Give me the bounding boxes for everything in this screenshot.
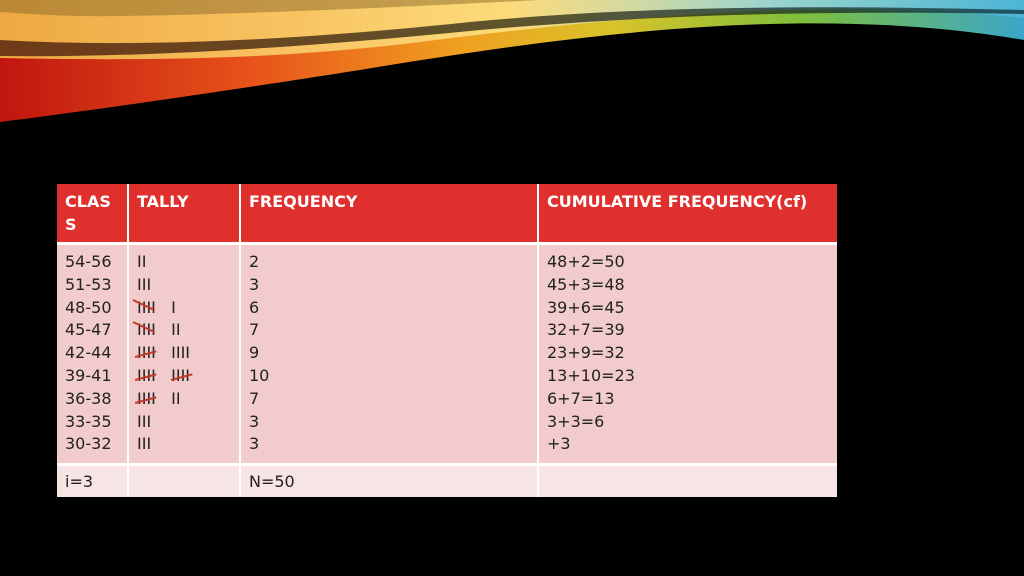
decorative-banner xyxy=(0,0,1024,122)
frequency-cell: 3 xyxy=(249,411,260,431)
summary-cf-cell xyxy=(538,463,837,497)
data-row: 54-56 51-53 48-50 45-47 42-44 39-41 36-3… xyxy=(57,243,837,465)
tally-cell: II xyxy=(137,252,147,271)
frequency-cell: 3 xyxy=(249,274,260,294)
frequency-table-container: CLAS S TALLY FREQUENCY CUMULATIVE FREQUE… xyxy=(57,184,837,497)
cf-cell: 3+3=6 xyxy=(547,411,605,431)
header-class: CLAS S xyxy=(57,184,129,245)
tally-column: II III IIII I IIII II IIII IIII IIII III… xyxy=(128,243,241,465)
class-cell: 30-32 xyxy=(65,434,112,454)
frequency-column: 2 3 6 7 9 10 7 3 3 xyxy=(240,243,539,465)
cf-cell: 39+6=45 xyxy=(547,297,625,317)
tally-cell: IIII I xyxy=(132,297,239,320)
cumulative-frequency-column: 48+2=50 45+3=48 39+6=45 32+7=39 23+9=32 … xyxy=(538,243,837,465)
cf-cell: +3 xyxy=(547,434,571,454)
frequency-cell: 9 xyxy=(249,343,260,363)
frequency-cell: 3 xyxy=(249,434,260,454)
tally-cell: IIII IIII xyxy=(134,365,239,388)
tally-cell: III xyxy=(137,274,152,294)
class-cell: 48-50 xyxy=(65,297,112,317)
class-cell: 45-47 xyxy=(65,320,112,340)
cf-cell: 13+10=23 xyxy=(547,365,635,385)
class-cell: 36-38 xyxy=(65,388,112,408)
tally-cell: IIII II xyxy=(132,319,239,342)
cf-cell: 48+2=50 xyxy=(547,252,625,271)
class-cell: 33-35 xyxy=(65,411,112,431)
frequency-cell: 2 xyxy=(249,252,260,271)
header-row: CLAS S TALLY FREQUENCY CUMULATIVE FREQUE… xyxy=(57,184,837,245)
total-frequency-cell: N=50 xyxy=(240,463,539,497)
cf-cell: 32+7=39 xyxy=(547,320,625,340)
frequency-cell: 7 xyxy=(249,388,260,408)
class-cell: 54-56 xyxy=(65,252,112,271)
cf-cell: 23+9=32 xyxy=(547,343,625,363)
cf-cell: 6+7=13 xyxy=(547,388,615,408)
tally-cell: IIII IIII xyxy=(134,342,239,365)
cf-cell: 45+3=48 xyxy=(547,274,625,294)
frequency-table: CLAS S TALLY FREQUENCY CUMULATIVE FREQUE… xyxy=(57,184,837,497)
header-frequency: FREQUENCY xyxy=(240,184,539,245)
frequency-cell: 10 xyxy=(249,365,270,385)
header-tally: TALLY xyxy=(128,184,241,245)
frequency-cell: 7 xyxy=(249,320,260,340)
class-cell: 42-44 xyxy=(65,343,112,363)
tally-cell: III xyxy=(137,434,152,454)
class-cell: 51-53 xyxy=(65,274,112,294)
tally-cell: III xyxy=(137,411,152,431)
tally-cell: IIII II xyxy=(134,388,239,411)
summary-tally-cell xyxy=(128,463,241,497)
class-cell: 39-41 xyxy=(65,365,112,385)
frequency-cell: 6 xyxy=(249,297,260,317)
summary-row: i=3 N=50 xyxy=(57,463,837,497)
class-interval-cell: i=3 xyxy=(57,463,129,497)
header-cumulative-frequency: CUMULATIVE FREQUENCY(cf) xyxy=(538,184,837,245)
class-column: 54-56 51-53 48-50 45-47 42-44 39-41 36-3… xyxy=(57,243,129,465)
